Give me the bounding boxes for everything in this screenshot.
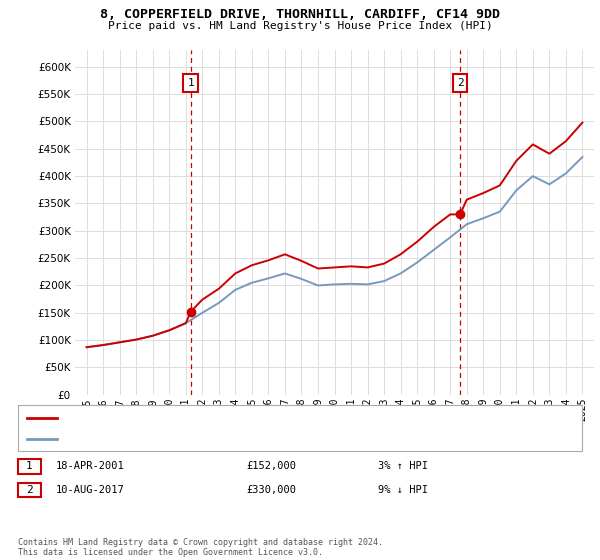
Text: Contains HM Land Registry data © Crown copyright and database right 2024.
This d: Contains HM Land Registry data © Crown c… xyxy=(18,538,383,557)
Text: 8, COPPERFIELD DRIVE, THORNHILL, CARDIFF, CF14 9DD (detached house): 8, COPPERFIELD DRIVE, THORNHILL, CARDIFF… xyxy=(63,413,448,422)
Text: 9% ↓ HPI: 9% ↓ HPI xyxy=(378,485,428,495)
Text: 1: 1 xyxy=(187,78,194,88)
Text: 2: 2 xyxy=(457,78,463,88)
Text: 2: 2 xyxy=(26,485,33,495)
Text: £330,000: £330,000 xyxy=(246,485,296,495)
Text: Price paid vs. HM Land Registry's House Price Index (HPI): Price paid vs. HM Land Registry's House … xyxy=(107,21,493,31)
Text: £152,000: £152,000 xyxy=(246,461,296,472)
Text: 1: 1 xyxy=(26,461,33,472)
Text: 3% ↑ HPI: 3% ↑ HPI xyxy=(378,461,428,472)
Text: HPI: Average price, detached house, Cardiff: HPI: Average price, detached house, Card… xyxy=(63,435,310,444)
Text: 18-APR-2001: 18-APR-2001 xyxy=(56,461,125,472)
Text: 10-AUG-2017: 10-AUG-2017 xyxy=(56,485,125,495)
Text: 8, COPPERFIELD DRIVE, THORNHILL, CARDIFF, CF14 9DD: 8, COPPERFIELD DRIVE, THORNHILL, CARDIFF… xyxy=(100,8,500,21)
